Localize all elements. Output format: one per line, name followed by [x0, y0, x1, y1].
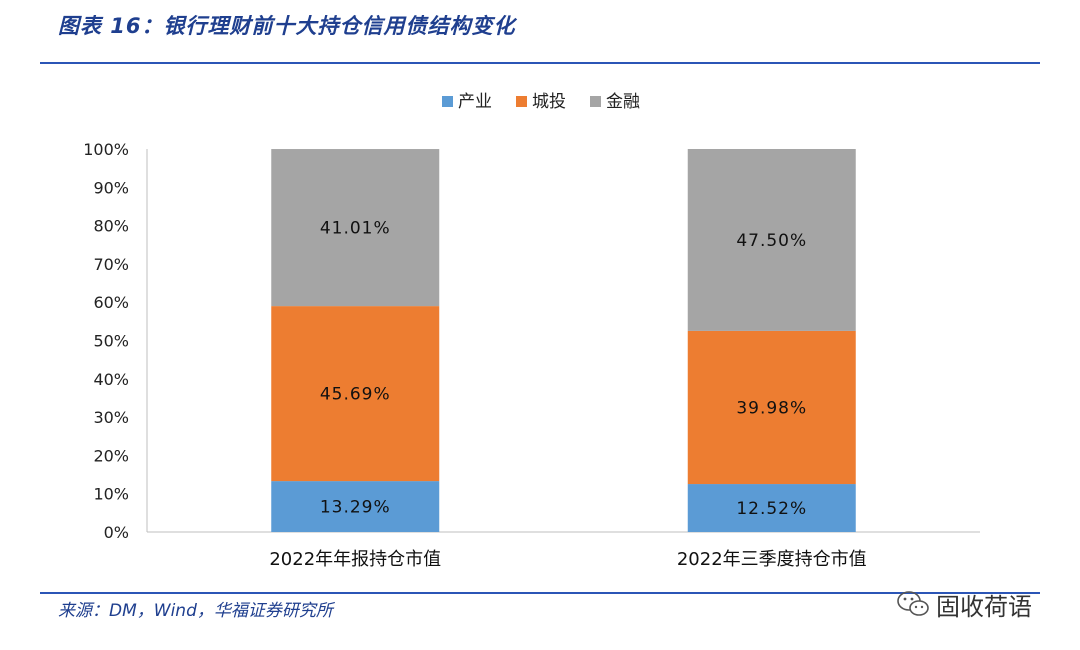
bar-1-2	[687, 149, 856, 331]
legend-label-0: 产业	[458, 92, 492, 112]
legend-label-2: 金融	[606, 92, 640, 112]
data-label-1-2: 47.50%	[736, 231, 807, 251]
bar-0-1	[271, 306, 440, 482]
data-label-1-0: 12.52%	[736, 499, 807, 519]
legend-label-1: 城投	[532, 92, 566, 112]
y-tick-label-3: 30%	[93, 408, 129, 427]
y-tick-label-6: 60%	[93, 293, 129, 312]
legend-swatch-1	[516, 96, 527, 107]
source-note: 来源：DM，Wind，华福证券研究所	[58, 601, 333, 621]
x-category-label-1: 2022年三季度持仓市值	[677, 549, 867, 570]
y-tick-label-7: 70%	[93, 255, 129, 274]
y-tick-label-0: 0%	[104, 523, 129, 542]
x-category-label-0: 2022年年报持仓市值	[269, 549, 441, 570]
top-rule	[40, 62, 1040, 64]
data-label-0-0: 13.29%	[320, 498, 391, 518]
bottom-rule	[40, 592, 1040, 594]
legend-swatch-2	[590, 96, 601, 107]
bar-1-0	[687, 484, 856, 532]
watermark: 固收荷语	[896, 588, 1032, 621]
legend-swatch-0	[442, 96, 453, 107]
y-tick-label-1: 10%	[93, 485, 129, 504]
bar-0-2	[271, 149, 440, 307]
y-tick-label-8: 80%	[93, 217, 129, 236]
y-tick-label-10: 100%	[83, 140, 129, 159]
data-label-1-1: 39.98%	[736, 398, 807, 418]
y-tick-label-9: 90%	[93, 178, 129, 197]
wechat-icon	[897, 591, 929, 616]
y-tick-label-4: 40%	[93, 370, 129, 389]
y-tick-label-2: 20%	[93, 446, 129, 465]
data-label-0-2: 41.01%	[320, 219, 391, 239]
data-label-0-1: 45.69%	[320, 385, 391, 405]
y-tick-label-5: 50%	[93, 332, 129, 351]
watermark-text: 固收荷语	[936, 592, 1032, 621]
stacked-bar-chart: 产业 城投 金融 0% 10% 20% 30% 40% 50% 60% 70% 80% 90% 100% 1…	[83, 92, 980, 570]
figure-title: 图表 16：银行理财前十大持仓信用债结构变化	[58, 14, 516, 38]
bar-0-0	[271, 481, 440, 532]
bar-1-1	[687, 330, 856, 485]
